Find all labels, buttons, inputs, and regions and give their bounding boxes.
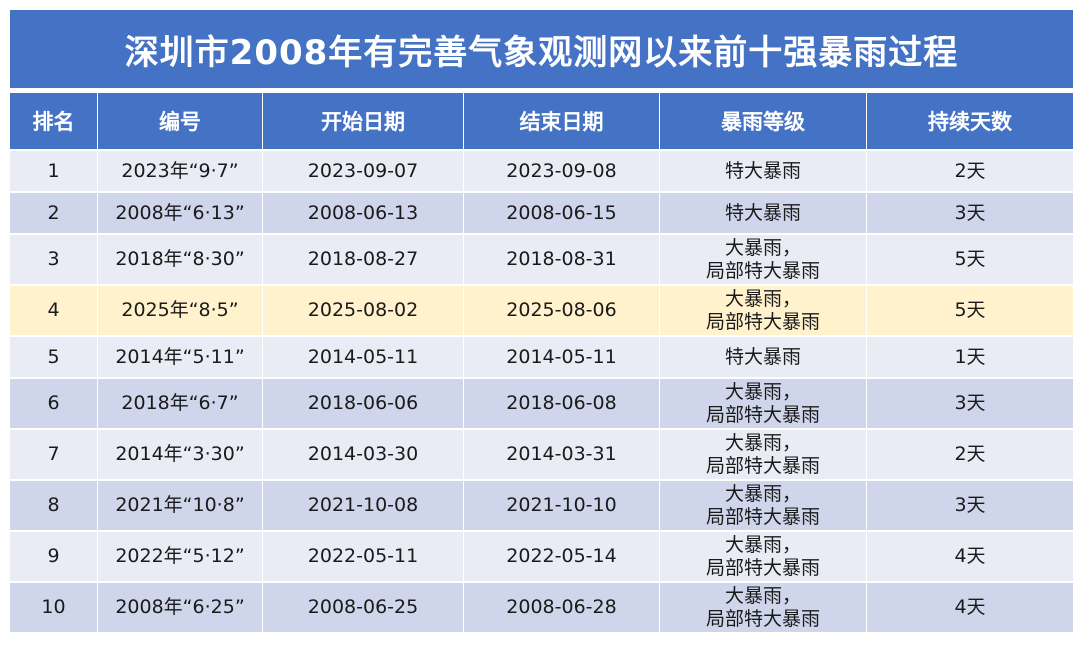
grade-cell: 大暴雨， 局部特大暴雨	[660, 532, 867, 583]
end-date-cell: 2018-08-31	[464, 235, 660, 286]
table-row: 5 2014年“5·11” 2014-05-11 2014-05-11 特大暴雨 1天	[10, 337, 1073, 379]
end-date-cell: 2023-09-08	[464, 151, 660, 193]
code-cell: 2025年“8·5”	[98, 286, 263, 337]
grade-line: 局部特大暴雨	[705, 403, 820, 426]
start-date-cell: 2021-10-08	[263, 481, 464, 532]
grade-line: 局部特大暴雨	[705, 310, 820, 333]
header-rank: 排名	[10, 93, 98, 151]
rank-cell: 6	[10, 379, 98, 430]
grade-cell: 大暴雨， 局部特大暴雨	[660, 286, 867, 337]
grade-line: 大暴雨，	[724, 287, 801, 310]
table-row: 8 2021年“10·8” 2021-10-08 2021-10-10 大暴雨， 局部特大…	[10, 481, 1073, 532]
grade-line: 大暴雨，	[724, 482, 801, 505]
grade-line: 大暴雨，	[724, 431, 801, 454]
duration-cell: 5天	[867, 235, 1073, 286]
code-cell: 2018年“8·30”	[98, 235, 263, 286]
duration-cell: 3天	[867, 379, 1073, 430]
duration-cell: 5天	[867, 286, 1073, 337]
start-date-cell: 2014-03-30	[263, 430, 464, 481]
header-duration: 持续天数	[867, 93, 1073, 151]
duration-cell: 1天	[867, 337, 1073, 379]
code-cell: 2014年“3·30”	[98, 430, 263, 481]
code-cell: 2023年“9·7”	[98, 151, 263, 193]
code-cell: 2022年“5·12”	[98, 532, 263, 583]
end-date-cell: 2014-03-31	[464, 430, 660, 481]
end-date-cell: 2008-06-28	[464, 583, 660, 634]
grade-cell: 大暴雨， 局部特大暴雨	[660, 430, 867, 481]
code-cell: 2008年“6·25”	[98, 583, 263, 634]
grade-cell: 大暴雨， 局部特大暴雨	[660, 481, 867, 532]
grade-line: 大暴雨，	[724, 584, 801, 607]
table-row: 6 2018年“6·7” 2018-06-06 2018-06-08 大暴雨， 局部特大暴…	[10, 379, 1073, 430]
header-start-date: 开始日期	[263, 93, 464, 151]
grade-line: 特大暴雨	[724, 345, 801, 368]
table-title: 深圳市2008年有完善气象观测网以来前十强暴雨过程	[10, 10, 1073, 88]
end-date-cell: 2018-06-08	[464, 379, 660, 430]
grade-cell: 大暴雨， 局部特大暴雨	[660, 583, 867, 634]
grade-line: 局部特大暴雨	[705, 259, 820, 282]
duration-cell: 3天	[867, 481, 1073, 532]
table-row: 4 2025年“8·5” 2025-08-02 2025-08-06 大暴雨， 局部特大暴…	[10, 286, 1073, 337]
rank-cell: 7	[10, 430, 98, 481]
duration-cell: 2天	[867, 430, 1073, 481]
duration-cell: 3天	[867, 193, 1073, 235]
grade-cell: 特大暴雨	[660, 151, 867, 193]
rank-cell: 9	[10, 532, 98, 583]
rank-cell: 4	[10, 286, 98, 337]
start-date-cell: 2025-08-02	[263, 286, 464, 337]
start-date-cell: 2008-06-13	[263, 193, 464, 235]
table-row: 1 2023年“9·7” 2023-09-07 2023-09-08 特大暴雨 2天	[10, 151, 1073, 193]
start-date-cell: 2023-09-07	[263, 151, 464, 193]
duration-cell: 2天	[867, 151, 1073, 193]
start-date-cell: 2018-08-27	[263, 235, 464, 286]
code-cell: 2008年“6·13”	[98, 193, 263, 235]
grade-line: 大暴雨，	[724, 236, 801, 259]
duration-cell: 4天	[867, 583, 1073, 634]
grade-cell: 大暴雨， 局部特大暴雨	[660, 379, 867, 430]
grade-cell: 大暴雨， 局部特大暴雨	[660, 235, 867, 286]
code-cell: 2014年“5·11”	[98, 337, 263, 379]
code-cell: 2021年“10·8”	[98, 481, 263, 532]
end-date-cell: 2022-05-14	[464, 532, 660, 583]
rainstorm-ranking-table: 排名 编号 开始日期 结束日期 暴雨等级 持续天数 1 2023年“9·7” 202…	[10, 93, 1073, 634]
rank-cell: 3	[10, 235, 98, 286]
grade-line: 大暴雨，	[724, 533, 801, 556]
table-body: 1 2023年“9·7” 2023-09-07 2023-09-08 特大暴雨 2天 2 20…	[10, 151, 1073, 634]
rank-cell: 5	[10, 337, 98, 379]
end-date-cell: 2008-06-15	[464, 193, 660, 235]
table-row: 7 2014年“3·30” 2014-03-30 2014-03-31 大暴雨， 局部特大…	[10, 430, 1073, 481]
table-row: 9 2022年“5·12” 2022-05-11 2022-05-14 大暴雨， 局部特大…	[10, 532, 1073, 583]
grade-line: 大暴雨，	[724, 380, 801, 403]
table-row: 3 2018年“8·30” 2018-08-27 2018-08-31 大暴雨， 局部特大…	[10, 235, 1073, 286]
grade-line: 特大暴雨	[724, 201, 801, 224]
table-row: 10 2008年“6·25” 2008-06-25 2008-06-28 大暴雨， 局部特…	[10, 583, 1073, 634]
start-date-cell: 2014-05-11	[263, 337, 464, 379]
table-row: 2 2008年“6·13” 2008-06-13 2008-06-15 特大暴雨 3天	[10, 193, 1073, 235]
rank-cell: 2	[10, 193, 98, 235]
end-date-cell: 2014-05-11	[464, 337, 660, 379]
start-date-cell: 2022-05-11	[263, 532, 464, 583]
header-row: 排名 编号 开始日期 结束日期 暴雨等级 持续天数	[10, 93, 1073, 151]
grade-line: 局部特大暴雨	[705, 505, 820, 528]
rank-cell: 8	[10, 481, 98, 532]
rank-cell: 10	[10, 583, 98, 634]
grade-line: 局部特大暴雨	[705, 607, 820, 630]
header-code: 编号	[98, 93, 263, 151]
code-cell: 2018年“6·7”	[98, 379, 263, 430]
grade-cell: 特大暴雨	[660, 337, 867, 379]
end-date-cell: 2025-08-06	[464, 286, 660, 337]
grade-cell: 特大暴雨	[660, 193, 867, 235]
grade-line: 特大暴雨	[724, 159, 801, 182]
header-grade: 暴雨等级	[660, 93, 867, 151]
start-date-cell: 2008-06-25	[263, 583, 464, 634]
grade-line: 局部特大暴雨	[705, 556, 820, 579]
grade-line: 局部特大暴雨	[705, 454, 820, 477]
duration-cell: 4天	[867, 532, 1073, 583]
start-date-cell: 2018-06-06	[263, 379, 464, 430]
header-end-date: 结束日期	[464, 93, 660, 151]
end-date-cell: 2021-10-10	[464, 481, 660, 532]
rank-cell: 1	[10, 151, 98, 193]
